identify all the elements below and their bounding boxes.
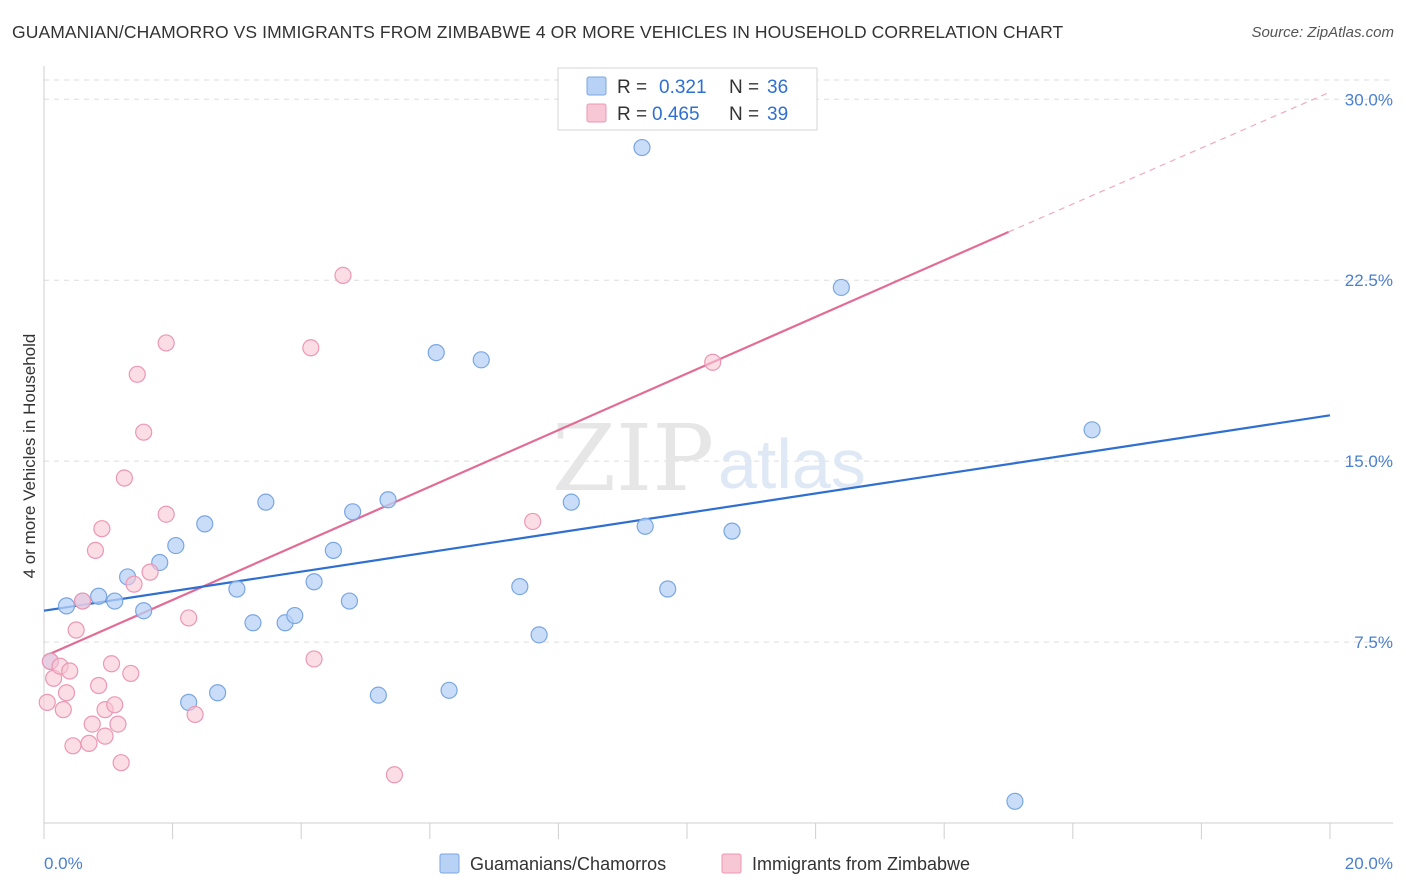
- point-guamanian-23: [427, 343, 445, 362]
- point-guamanian-21: [369, 686, 387, 704]
- bottom-legend-swatch-pink: [721, 853, 742, 874]
- point-zimbabwe-14: [93, 520, 111, 538]
- legend-r-value-2: 0.465: [652, 104, 700, 125]
- point-zimbabwe-12: [86, 541, 105, 560]
- point-guamanian-1: [57, 597, 76, 615]
- point-zimbabwe-30: [186, 705, 204, 724]
- point-guamanian-17: [305, 573, 323, 591]
- point-guamanian-28: [562, 493, 580, 511]
- legend-n-label-1: N =: [729, 77, 759, 98]
- point-zimbabwe-5: [57, 684, 76, 702]
- y-tick-label-3: 30.0%: [1345, 90, 1393, 109]
- point-zimbabwe-21: [115, 469, 133, 487]
- point-guamanian-10: [196, 515, 214, 533]
- legend-swatch-pink: [586, 103, 607, 123]
- point-zimbabwe-33: [334, 266, 352, 284]
- point-zimbabwe-31: [302, 339, 320, 357]
- point-guamanian-24: [440, 681, 458, 699]
- watermark-zip: ZIP: [552, 405, 714, 512]
- legend: R = 0.321 N = 36 R = 0.465 N = 39: [557, 67, 818, 131]
- point-zimbabwe-25: [135, 423, 153, 441]
- point-guamanian-13: [244, 614, 262, 632]
- y-tick-label-0: 7.5%: [1354, 633, 1393, 652]
- bottom-legend-label-blue: Guamanians/Chamorros: [470, 854, 666, 874]
- point-zimbabwe-18: [106, 696, 124, 714]
- point-zimbabwe-26: [141, 563, 159, 581]
- x-tick-label-max: 20.0%: [1345, 854, 1393, 873]
- point-guamanian-33: [832, 278, 850, 297]
- source-label: Source: ZipAtlas.com: [1251, 24, 1394, 41]
- y-tick-label-2: 22.5%: [1345, 271, 1393, 290]
- legend-r-label-2: R =: [617, 104, 647, 125]
- point-guamanian-18: [324, 541, 342, 560]
- legend-n-label-2: N =: [729, 104, 759, 125]
- point-zimbabwe-8: [67, 621, 85, 639]
- trend-line-guamanian: [43, 414, 1331, 612]
- point-zimbabwe-22: [122, 664, 140, 683]
- point-zimbabwe-0: [38, 693, 56, 711]
- point-zimbabwe-36: [704, 353, 722, 371]
- point-zimbabwe-29: [180, 609, 198, 627]
- point-zimbabwe-9: [73, 592, 92, 610]
- point-guamanian-25: [472, 351, 490, 369]
- point-guamanian-26: [511, 577, 529, 596]
- trend-line-zimbabwe-extension: [1008, 91, 1331, 233]
- point-guamanian-11: [209, 684, 227, 702]
- legend-r-label-1: R =: [617, 77, 647, 98]
- bottom-legend-swatch-blue: [439, 853, 460, 874]
- point-guamanian-19: [340, 592, 359, 610]
- data-points: [38, 138, 1101, 810]
- bottom-legend-label-pink: Immigrants from Zimbabwe: [752, 854, 970, 874]
- point-guamanian-34: [1006, 792, 1024, 810]
- legend-n-value-2: 39: [767, 104, 788, 125]
- point-guamanian-16: [286, 606, 304, 625]
- point-zimbabwe-35: [524, 512, 542, 531]
- x-tick-label-min: 0.0%: [44, 854, 83, 873]
- point-guamanian-35: [1083, 421, 1101, 439]
- point-guamanian-30: [636, 517, 654, 535]
- point-zimbabwe-27: [157, 505, 175, 523]
- point-zimbabwe-7: [64, 737, 82, 755]
- point-guamanian-3: [90, 587, 108, 605]
- point-guamanian-22: [379, 491, 397, 509]
- point-zimbabwe-24: [128, 365, 146, 383]
- point-guamanian-32: [723, 522, 741, 540]
- watermark: ZIP atlas: [552, 405, 866, 512]
- y-tick-label-1: 15.0%: [1345, 452, 1393, 471]
- point-guamanian-29: [633, 138, 651, 157]
- point-zimbabwe-11: [83, 715, 101, 733]
- point-guamanian-14: [257, 493, 275, 511]
- point-guamanian-6: [135, 602, 153, 620]
- point-zimbabwe-6: [61, 662, 79, 680]
- point-zimbabwe-28: [157, 334, 175, 352]
- point-zimbabwe-16: [96, 727, 114, 745]
- point-guamanian-4: [106, 592, 124, 610]
- point-zimbabwe-20: [112, 754, 130, 772]
- point-guamanian-12: [228, 580, 246, 598]
- point-zimbabwe-4: [54, 701, 72, 719]
- point-zimbabwe-17: [102, 655, 121, 673]
- chart-title: GUAMANIAN/CHAMORRO VS IMMIGRANTS FROM ZI…: [12, 22, 1064, 42]
- point-guamanian-8: [167, 536, 185, 555]
- legend-swatch-blue: [586, 76, 607, 96]
- y-axis-label: 4 or more Vehicles in Household: [20, 334, 39, 579]
- watermark-atlas: atlas: [718, 425, 866, 503]
- point-zimbabwe-10: [80, 734, 98, 752]
- legend-n-value-1: 36: [767, 77, 788, 98]
- point-guamanian-27: [530, 626, 548, 644]
- point-zimbabwe-34: [385, 766, 404, 784]
- y-tick-labels: 7.5% 15.0% 22.5% 30.0%: [1345, 90, 1393, 652]
- point-zimbabwe-23: [125, 575, 143, 593]
- legend-r-value-1: 0.321: [659, 77, 707, 98]
- point-zimbabwe-19: [109, 715, 127, 733]
- point-guamanian-31: [659, 580, 677, 598]
- point-guamanian-20: [344, 503, 362, 521]
- point-zimbabwe-32: [305, 650, 323, 668]
- point-zimbabwe-13: [90, 676, 108, 695]
- trend-lines: [43, 91, 1331, 658]
- bottom-legend: Guamanians/Chamorros Immigrants from Zim…: [439, 853, 970, 874]
